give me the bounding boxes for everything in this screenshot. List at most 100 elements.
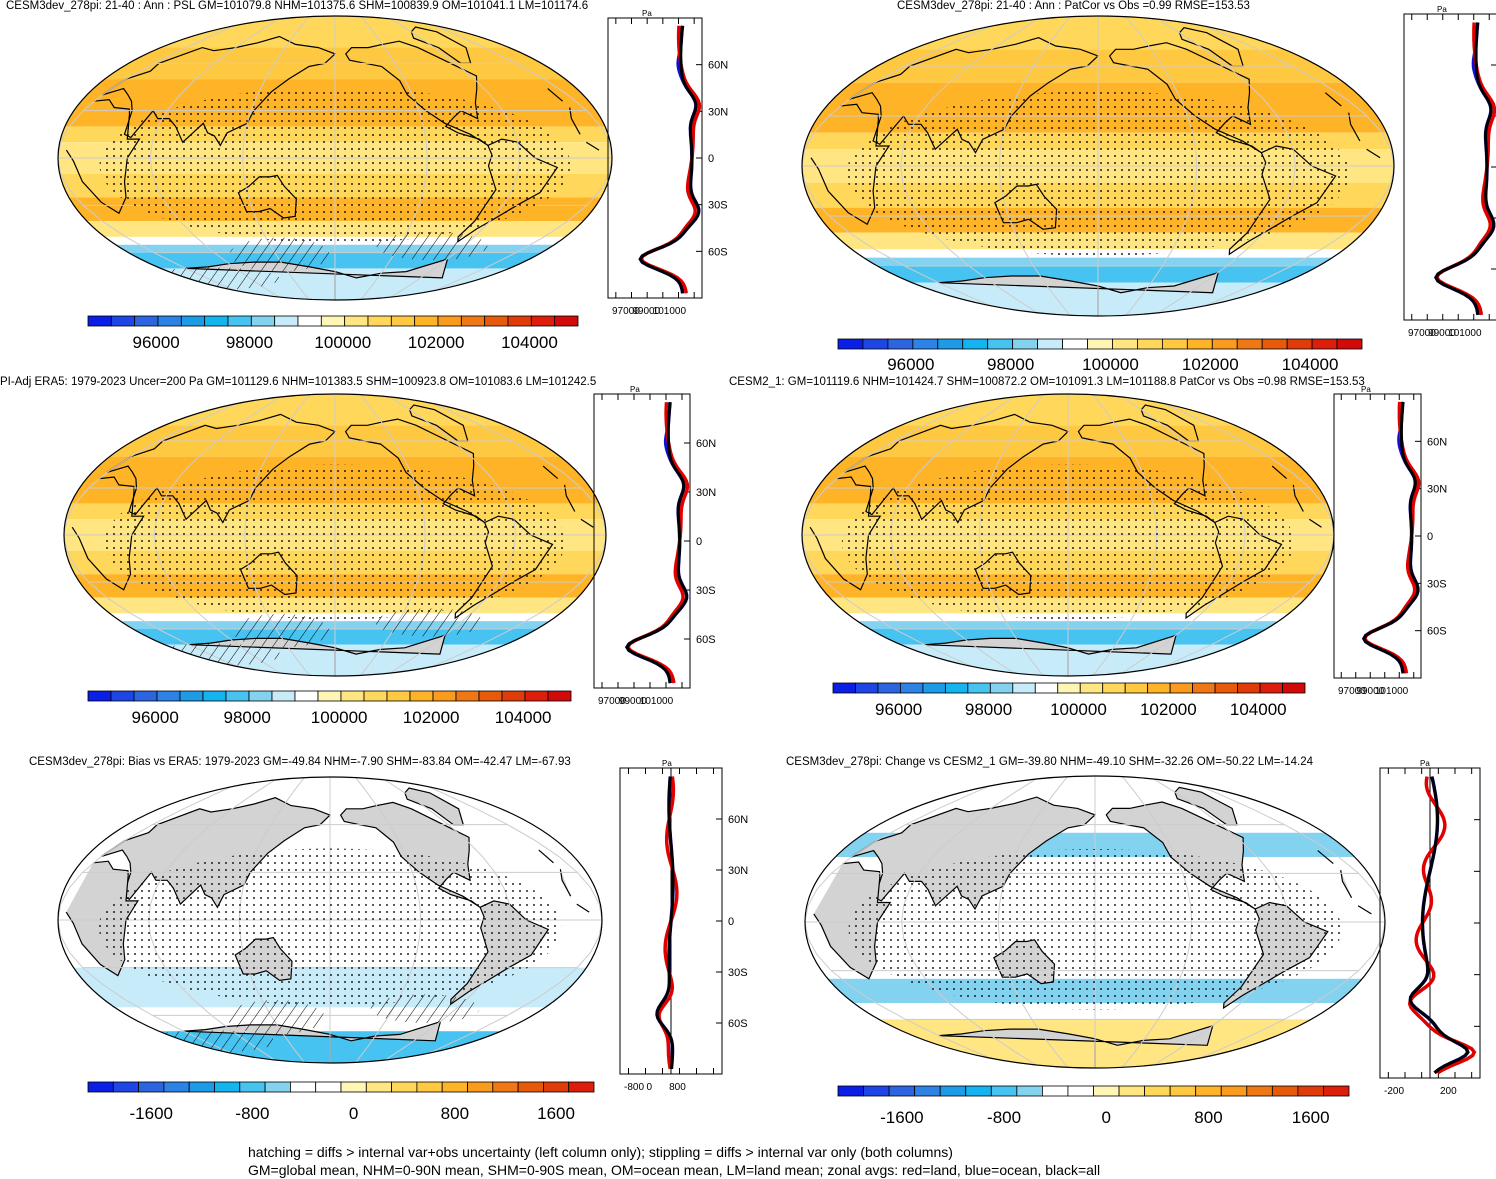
lat-tick-label: 30S bbox=[728, 967, 748, 979]
colorbar-swatch bbox=[501, 690, 526, 702]
panel-4-title: CESM2_1: GM=101119.6 NHM=101424.7 SHM=10… bbox=[729, 376, 1365, 388]
continent-antarctica bbox=[185, 258, 449, 300]
colorbar-swatch bbox=[110, 315, 136, 327]
graticule-lon bbox=[64, 394, 260, 676]
map-border bbox=[57, 776, 603, 1064]
zonal-frame bbox=[607, 17, 703, 299]
graticule-lon bbox=[405, 777, 602, 1063]
continent-antarctica bbox=[938, 1024, 1214, 1068]
lat-tick-label: 30S bbox=[696, 585, 716, 597]
colorbar-label: 98000 bbox=[965, 700, 1012, 719]
colorbar-swatch bbox=[855, 682, 879, 694]
colorbar-label: 96000 bbox=[132, 333, 179, 352]
colorbar-swatch bbox=[1246, 1085, 1273, 1097]
x-tick-label: -800 bbox=[624, 1082, 644, 1093]
zonal-frame bbox=[1333, 393, 1422, 679]
colorbar-swatch bbox=[914, 1085, 941, 1097]
colorbar-swatch bbox=[340, 1081, 367, 1093]
hatching bbox=[232, 613, 330, 648]
colorbar-swatch bbox=[939, 1085, 967, 1097]
colorbar-swatch bbox=[248, 690, 273, 702]
colorbar-swatch bbox=[962, 338, 989, 350]
zonal-line-land bbox=[1407, 776, 1477, 1075]
colorbar-swatch bbox=[492, 1081, 519, 1093]
x-tick-label: 101000 bbox=[1375, 686, 1409, 697]
colorbar-swatch bbox=[432, 690, 457, 702]
colorbar-swatch bbox=[547, 690, 572, 702]
stippling bbox=[98, 848, 562, 1006]
lat-tick-label: 60S bbox=[696, 634, 716, 646]
panel-1-colorbar: 96000 98000 100000 102000 104000 bbox=[87, 315, 579, 352]
colorbar-swatch bbox=[1286, 338, 1313, 350]
colorbar-swatch bbox=[110, 690, 135, 702]
colorbar-label: 100000 bbox=[314, 333, 371, 352]
colorbar-swatch bbox=[524, 690, 549, 702]
colorbar-swatch bbox=[367, 315, 392, 327]
colorbar-swatch bbox=[455, 690, 480, 702]
graticule-lon bbox=[802, 394, 995, 676]
colorbar-swatch bbox=[297, 315, 322, 327]
colorbar-swatch bbox=[1016, 1085, 1043, 1097]
colorbar-swatch bbox=[1079, 682, 1104, 694]
hatching bbox=[145, 643, 281, 667]
x-tick-label: 99000 bbox=[1428, 328, 1456, 339]
x-tick-label: 101000 bbox=[1448, 328, 1482, 339]
lat-tick-label: 60S bbox=[1427, 626, 1447, 638]
stippling bbox=[99, 87, 571, 244]
colorbar-swatch bbox=[416, 1081, 443, 1093]
continent-antarctica bbox=[924, 634, 1177, 676]
colorbar-swatch bbox=[1169, 1085, 1197, 1097]
colorbar-swatch bbox=[484, 315, 509, 327]
colorbar-swatch bbox=[1169, 682, 1194, 694]
colorbar-swatch bbox=[437, 315, 462, 327]
map-border bbox=[804, 775, 1386, 1069]
colorbar-swatch bbox=[441, 1081, 468, 1093]
colorbar-swatch bbox=[156, 690, 181, 702]
colorbar-swatch bbox=[386, 690, 411, 702]
colorbar-swatch bbox=[1037, 338, 1063, 350]
colorbar-swatch bbox=[157, 315, 182, 327]
panel-4-map bbox=[801, 393, 1335, 677]
colorbar-label: 0 bbox=[349, 1104, 358, 1123]
colorbar-swatch bbox=[87, 315, 112, 327]
colorbar-swatch bbox=[877, 682, 901, 694]
footer-line-2: GM=global mean, NHM=0-90N mean, SHM=0-90… bbox=[248, 1162, 1101, 1178]
colorbar-label: -800 bbox=[987, 1108, 1021, 1127]
lat-tick-label: 30N bbox=[1427, 484, 1447, 496]
colorbar-swatch bbox=[1237, 682, 1261, 694]
units-label: Pa bbox=[642, 9, 652, 18]
colorbar-swatch bbox=[112, 1081, 140, 1093]
colorbar-swatch bbox=[837, 1085, 864, 1097]
colorbar-swatch bbox=[1161, 338, 1188, 350]
hatching bbox=[376, 231, 488, 261]
colorbar-swatch bbox=[990, 1085, 1018, 1097]
colorbar-swatch bbox=[294, 690, 319, 702]
lat-tick-label: 30S bbox=[1427, 578, 1447, 590]
lat-tick-label: 0 bbox=[728, 916, 734, 928]
colorbar-swatch bbox=[163, 1081, 190, 1093]
colorbar-swatch bbox=[315, 1081, 342, 1093]
hatching bbox=[229, 237, 330, 272]
graticule-lon bbox=[802, 16, 1016, 316]
colorbar-swatch bbox=[922, 682, 946, 694]
colorbar-swatch bbox=[390, 315, 416, 327]
colorbar-swatch bbox=[900, 682, 924, 694]
colorbar-swatch bbox=[227, 315, 252, 327]
panel-5-map bbox=[57, 776, 603, 1064]
units-label: Pa bbox=[1420, 759, 1430, 768]
continent-antarctica bbox=[183, 1020, 442, 1063]
colorbar-swatch bbox=[887, 338, 914, 350]
colorbar-swatch bbox=[517, 1081, 544, 1093]
x-tick-label: 0 bbox=[647, 1082, 653, 1093]
stippling bbox=[104, 464, 566, 620]
colorbar-label: 100000 bbox=[311, 708, 368, 727]
panel-5-colorbar: -1600 -800 0 800 1600 bbox=[87, 1081, 595, 1123]
colorbar-swatch bbox=[1211, 338, 1238, 350]
continent-antarctica bbox=[188, 634, 446, 676]
lat-tick-label: 30N bbox=[728, 865, 748, 877]
colorbar-swatch bbox=[214, 1081, 241, 1093]
colorbar-swatch bbox=[937, 338, 964, 350]
zonal-line-all bbox=[1408, 776, 1470, 1074]
